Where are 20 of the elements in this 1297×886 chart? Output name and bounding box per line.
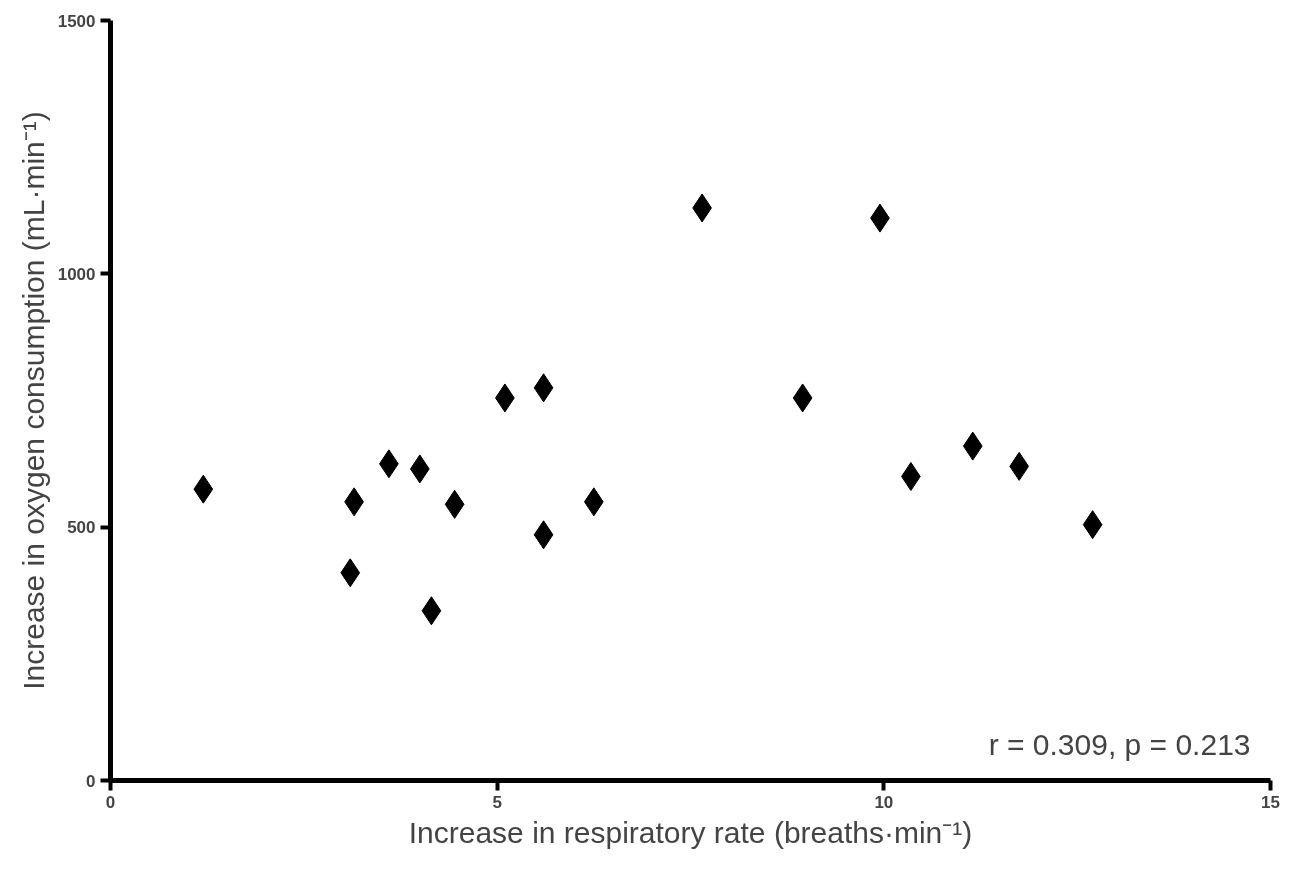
annotation: r = 0.309, p = 0.213 bbox=[988, 727, 1251, 761]
point bbox=[340, 558, 361, 588]
y-tick-label: 1500 bbox=[57, 11, 96, 31]
point bbox=[533, 373, 554, 403]
y-tick-label: 1000 bbox=[57, 264, 96, 284]
point bbox=[533, 520, 554, 550]
point bbox=[421, 596, 442, 626]
point bbox=[962, 431, 983, 461]
point bbox=[444, 489, 465, 519]
y-tick-label: 500 bbox=[67, 518, 96, 538]
x-axis-title: Increase in respiratory rate (breaths·min⁻¹) bbox=[408, 815, 973, 849]
point bbox=[193, 474, 214, 504]
y-axis-title: Increase in oxygen consumption (mL·min⁻¹) bbox=[16, 111, 50, 690]
point bbox=[792, 383, 813, 413]
x-tick-label: 0 bbox=[105, 792, 116, 812]
x-tick-label: 5 bbox=[492, 792, 502, 812]
x-tick-label: 15 bbox=[1261, 792, 1280, 812]
x-tick-label: 10 bbox=[874, 792, 894, 812]
y-tick-label: 0 bbox=[86, 771, 96, 791]
point bbox=[1082, 510, 1103, 540]
